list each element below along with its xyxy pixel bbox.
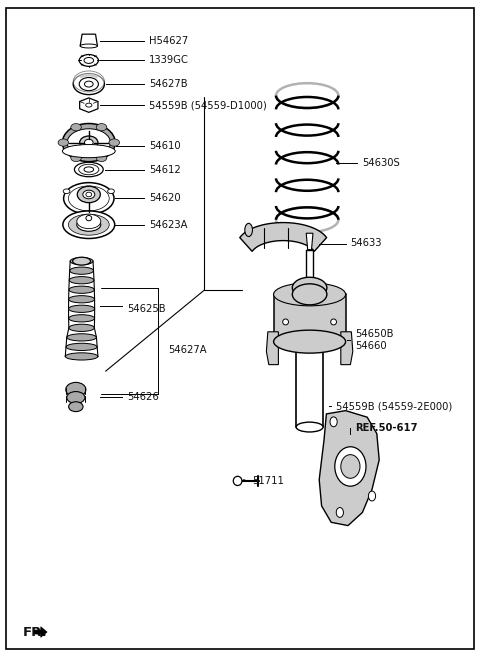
Ellipse shape: [67, 129, 110, 156]
Ellipse shape: [80, 44, 97, 48]
Polygon shape: [80, 34, 97, 46]
Ellipse shape: [96, 154, 107, 162]
Ellipse shape: [292, 277, 327, 298]
Ellipse shape: [70, 267, 94, 275]
Ellipse shape: [86, 215, 92, 221]
Ellipse shape: [68, 214, 109, 235]
Ellipse shape: [84, 167, 94, 172]
Ellipse shape: [274, 330, 346, 353]
Ellipse shape: [74, 162, 103, 177]
Ellipse shape: [336, 507, 344, 518]
Ellipse shape: [73, 71, 105, 92]
Polygon shape: [240, 223, 326, 252]
Text: 54612: 54612: [149, 164, 180, 175]
Ellipse shape: [296, 422, 323, 432]
Ellipse shape: [62, 145, 115, 158]
Text: 54626: 54626: [127, 392, 159, 403]
Ellipse shape: [79, 78, 98, 91]
Text: 54620: 54620: [149, 193, 180, 204]
Ellipse shape: [109, 139, 120, 146]
Ellipse shape: [330, 417, 337, 427]
Ellipse shape: [83, 191, 95, 199]
Ellipse shape: [66, 382, 86, 397]
Ellipse shape: [63, 183, 114, 214]
Text: 1339GC: 1339GC: [149, 55, 189, 66]
Ellipse shape: [77, 218, 101, 231]
Ellipse shape: [368, 491, 375, 501]
Ellipse shape: [86, 193, 92, 197]
Ellipse shape: [68, 186, 109, 211]
Ellipse shape: [292, 284, 327, 305]
Ellipse shape: [77, 187, 100, 203]
Polygon shape: [80, 98, 98, 112]
Ellipse shape: [69, 401, 83, 411]
Ellipse shape: [63, 211, 115, 238]
Ellipse shape: [70, 258, 93, 265]
Ellipse shape: [65, 353, 98, 360]
Ellipse shape: [341, 455, 360, 478]
Ellipse shape: [84, 139, 93, 146]
Text: 54627B: 54627B: [149, 79, 187, 89]
Ellipse shape: [73, 74, 105, 95]
Ellipse shape: [71, 154, 81, 162]
Ellipse shape: [80, 136, 98, 149]
Ellipse shape: [79, 55, 98, 66]
Text: 54610: 54610: [149, 141, 180, 151]
Ellipse shape: [62, 124, 115, 162]
Ellipse shape: [335, 447, 366, 486]
Ellipse shape: [233, 476, 242, 486]
Ellipse shape: [69, 325, 95, 332]
Ellipse shape: [77, 214, 101, 229]
Text: 54559B (54559-2E000): 54559B (54559-2E000): [336, 401, 452, 411]
Polygon shape: [35, 627, 47, 637]
Text: 54633: 54633: [350, 238, 382, 248]
Text: 54660: 54660: [355, 340, 387, 351]
Text: 54625B: 54625B: [127, 304, 166, 314]
Text: REF.50-617: REF.50-617: [355, 423, 418, 434]
Ellipse shape: [274, 283, 346, 306]
Polygon shape: [306, 233, 313, 250]
Ellipse shape: [69, 305, 95, 312]
Ellipse shape: [69, 286, 95, 293]
Ellipse shape: [245, 223, 252, 237]
Text: 54559B (54559-D1000): 54559B (54559-D1000): [149, 100, 266, 110]
Text: 54650B: 54650B: [355, 328, 394, 339]
Ellipse shape: [79, 164, 99, 175]
Ellipse shape: [69, 277, 94, 284]
Ellipse shape: [72, 257, 91, 265]
Ellipse shape: [67, 334, 96, 341]
Text: 54630S: 54630S: [362, 158, 400, 168]
Text: FR.: FR.: [23, 625, 48, 639]
Polygon shape: [341, 332, 353, 365]
Ellipse shape: [69, 315, 95, 322]
Text: 54627A: 54627A: [168, 344, 206, 355]
Ellipse shape: [66, 343, 97, 350]
Ellipse shape: [331, 319, 336, 325]
Text: H54627: H54627: [149, 35, 188, 46]
Ellipse shape: [85, 103, 92, 107]
Ellipse shape: [63, 189, 70, 194]
Polygon shape: [274, 294, 346, 342]
Ellipse shape: [108, 189, 114, 194]
Ellipse shape: [84, 58, 94, 64]
Polygon shape: [319, 411, 379, 526]
Polygon shape: [266, 332, 278, 365]
Ellipse shape: [283, 319, 288, 325]
Ellipse shape: [58, 139, 69, 146]
Ellipse shape: [96, 124, 107, 131]
Ellipse shape: [84, 81, 93, 87]
Text: 54623A: 54623A: [149, 219, 187, 230]
Ellipse shape: [71, 124, 82, 131]
Ellipse shape: [69, 296, 95, 303]
Ellipse shape: [67, 392, 85, 403]
Text: 51711: 51711: [252, 476, 284, 486]
